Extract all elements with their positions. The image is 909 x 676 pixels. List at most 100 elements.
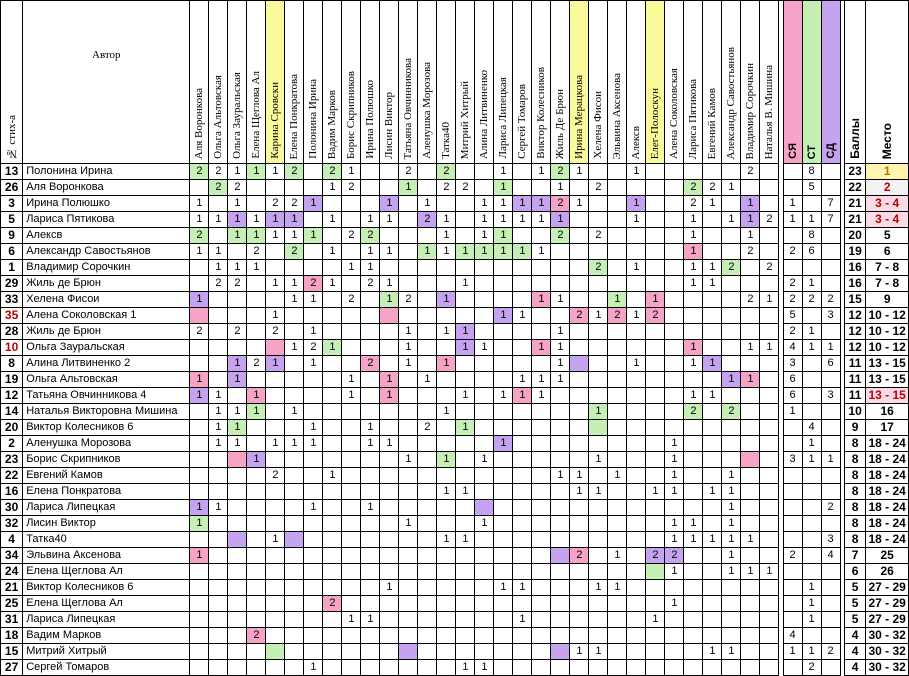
vote-cell — [246, 483, 267, 500]
header-judge-label: Борис Скрипников — [345, 70, 358, 159]
row-separator — [839, 243, 845, 260]
vote-cell: 2 — [341, 291, 362, 308]
vote-cell — [284, 371, 305, 388]
vote-cell — [360, 483, 381, 500]
author-name: Владимир Сорочкин — [22, 259, 191, 276]
vote-cell — [740, 659, 761, 676]
vote-cell — [645, 531, 666, 548]
vote-cell — [265, 643, 286, 660]
vote-cell — [626, 435, 647, 452]
poem-number: 34 — [0, 547, 24, 564]
vote-cell — [683, 547, 704, 564]
vote-cell — [436, 499, 457, 516]
vote-cell — [702, 515, 723, 532]
vote-cell — [474, 387, 495, 404]
vote-cell: 2 — [664, 547, 685, 564]
vote-cell — [493, 563, 514, 580]
vote-cell — [740, 451, 761, 468]
vote-cell: 1 — [683, 211, 704, 228]
vote-cell — [531, 515, 552, 532]
author-name: Наталья Викторовна Мишина — [22, 403, 191, 420]
vote-cell: 1 — [588, 403, 609, 420]
vote-cell: 1 — [341, 371, 362, 388]
vote-cell: 1 — [246, 163, 267, 180]
sy-value — [782, 163, 803, 180]
vote-cell — [436, 371, 457, 388]
vote-cell: 1 — [474, 243, 495, 260]
vote-cell — [341, 323, 362, 340]
vote-cell — [474, 259, 495, 276]
poem-number: 4 — [0, 531, 24, 548]
vote-cell: 2 — [265, 323, 286, 340]
vote-cell: 1 — [189, 387, 210, 404]
st-value — [801, 371, 822, 388]
vote-cell — [208, 323, 229, 340]
vote-cell: 1 — [740, 339, 761, 356]
vote-cell — [208, 467, 229, 484]
vote-cell — [664, 611, 685, 628]
vote-cell — [531, 467, 552, 484]
vote-cell: 2 — [550, 227, 571, 244]
header-judge: Полонина Ирина — [303, 0, 324, 164]
vote-cell — [493, 659, 514, 676]
vote-cell — [531, 579, 552, 596]
vote-cell — [455, 163, 476, 180]
vote-cell — [683, 163, 704, 180]
vote-cell — [360, 467, 381, 484]
st-value — [801, 195, 822, 212]
vote-cell — [398, 227, 419, 244]
vote-cell — [759, 195, 780, 212]
vote-cell: 1 — [512, 611, 533, 628]
vote-cell: 2 — [246, 355, 267, 372]
header-judge: Алина Литвиненко — [474, 0, 495, 164]
vote-cell — [493, 611, 514, 628]
sy-value: 2 — [782, 323, 803, 340]
vote-cell — [607, 323, 628, 340]
vote-cell — [360, 563, 381, 580]
vote-cell — [322, 579, 343, 596]
vote-cell — [626, 659, 647, 676]
vote-cell — [417, 643, 438, 660]
vote-cell — [569, 323, 590, 340]
vote-cell — [531, 595, 552, 612]
poem-number: 3 — [0, 195, 24, 212]
vote-cell — [284, 467, 305, 484]
vote-cell — [474, 275, 495, 292]
vote-cell: 1 — [569, 643, 590, 660]
vote-cell — [436, 595, 457, 612]
vote-cell — [721, 323, 742, 340]
vote-cell — [322, 515, 343, 532]
vote-cell — [208, 515, 229, 532]
vote-cell — [702, 659, 723, 676]
vote-cell: 2 — [740, 163, 761, 180]
vote-cell — [759, 531, 780, 548]
vote-cell: 1 — [284, 275, 305, 292]
vote-cell: 1 — [246, 211, 267, 228]
vote-cell — [303, 307, 324, 324]
vote-cell — [227, 243, 248, 260]
score-value: 16 — [843, 259, 867, 276]
poem-number: 32 — [0, 515, 24, 532]
vote-cell: 1 — [455, 531, 476, 548]
vote-cell — [265, 451, 286, 468]
vote-cell — [455, 371, 476, 388]
vote-cell: 1 — [512, 307, 533, 324]
vote-cell — [360, 371, 381, 388]
vote-cell: 1 — [398, 179, 419, 196]
vote-cell — [702, 563, 723, 580]
header-judge: Евгений Камов — [702, 0, 723, 164]
vote-cell — [284, 323, 305, 340]
score-value: 8 — [843, 531, 867, 548]
sy-value: 3 — [782, 451, 803, 468]
vote-cell — [474, 595, 495, 612]
vote-cell — [341, 515, 362, 532]
vote-cell: 1 — [683, 355, 704, 372]
st-value: 1 — [801, 579, 822, 596]
row-separator — [778, 403, 784, 420]
vote-cell — [189, 579, 210, 596]
vote-cell — [721, 339, 742, 356]
place-value: 27 - 29 — [865, 611, 909, 628]
header-judge: Вадим Марков — [322, 0, 343, 164]
vote-cell — [645, 595, 666, 612]
poem-number: 5 — [0, 211, 24, 228]
